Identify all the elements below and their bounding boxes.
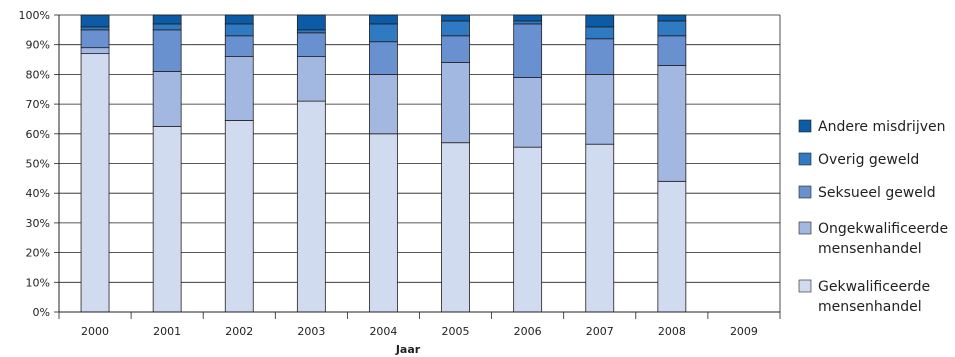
legend-label: Gekwalificeerde (818, 279, 930, 295)
legend-swatch (798, 279, 812, 293)
bar-segment (296, 29, 326, 34)
bar-segment (369, 133, 398, 313)
bar-segment (80, 47, 110, 55)
bar-segment (441, 14, 470, 22)
y-tick-label: 10% (26, 276, 50, 289)
bar-segment (657, 20, 687, 37)
bar-segment (513, 23, 543, 78)
x-tick-label: 2009 (730, 325, 758, 338)
x-tick-label: 2006 (514, 325, 542, 338)
legend-label: mensenhandel (818, 241, 922, 257)
y-tick-label: 60% (26, 128, 50, 141)
bar-segment (513, 76, 543, 148)
bar-segment (657, 14, 687, 22)
bar-segment (152, 125, 182, 313)
bar-segment (369, 23, 398, 43)
y-tick-label: 20% (26, 247, 50, 260)
legend-swatch (798, 221, 812, 235)
legend-swatch (798, 185, 812, 199)
bar-segment (152, 71, 182, 127)
bar-segment (296, 14, 326, 31)
legend-label: Seksueel geweld (818, 185, 936, 201)
legend-label: mensenhandel (818, 299, 922, 315)
bar-segment (296, 32, 326, 57)
y-tick-label: 0% (33, 306, 50, 319)
y-tick-label: 70% (26, 98, 50, 111)
y-tick-label: 50% (26, 158, 50, 171)
legend-swatch (798, 119, 812, 133)
bar-segment (441, 62, 470, 144)
y-tick-label: 90% (26, 39, 50, 52)
bar-segment (441, 142, 470, 313)
bar-segment (369, 41, 398, 75)
bar-segment (513, 20, 543, 25)
legend-label: Andere misdrijven (818, 119, 945, 135)
y-tick-label: 30% (26, 217, 50, 230)
bar-segment (585, 74, 615, 145)
bar-segment (296, 56, 326, 102)
legend-swatch (798, 152, 812, 166)
bar-segment (224, 120, 254, 313)
bar-segment (80, 29, 110, 49)
bar-segment (585, 143, 615, 313)
x-tick-label: 2008 (658, 325, 686, 338)
bar-segment (585, 26, 615, 40)
bar-segment (585, 14, 615, 28)
x-tick-label: 2003 (297, 325, 325, 338)
bars (80, 14, 687, 313)
y-tick-label: 100% (19, 9, 50, 22)
bar-segment (80, 14, 110, 28)
bar-segment (369, 74, 398, 135)
bar-segment (441, 35, 470, 63)
bar-segment (224, 56, 254, 121)
bar-segment (224, 14, 254, 25)
bar-segment (369, 14, 398, 25)
legend-label: Overig geweld (818, 152, 919, 168)
bar-segment (152, 23, 182, 31)
x-tick-label: 2007 (586, 325, 614, 338)
x-tick-label: 2000 (81, 325, 109, 338)
y-axis-ticks: 0% 10% 20% 30% 40% 50% 60% 70% 80% 90% 100% (19, 9, 59, 319)
bar-segment (513, 14, 543, 22)
bar-segment (657, 35, 687, 66)
bar-segment (152, 14, 182, 25)
legend: Andere misdrijven Overig geweld Seksueel g… (798, 119, 948, 315)
y-tick-label: 80% (26, 68, 50, 81)
bar-segment (585, 38, 615, 75)
x-tick-label: 2005 (442, 325, 470, 338)
bar-segment (657, 180, 687, 313)
y-tick-label: 40% (26, 187, 50, 200)
x-tick-label: 2002 (225, 325, 253, 338)
x-axis-ticks: 2000 2001 2002 2003 2004 2005 2006 2007 2008 2009 (58, 312, 781, 338)
bar-segment (80, 53, 110, 313)
x-tick-label: 2004 (369, 325, 397, 338)
bar-segment (513, 146, 543, 313)
bar-segment (657, 65, 687, 182)
bar-segment (441, 20, 470, 37)
bar-segment (152, 29, 182, 72)
legend-label: Ongekwalificeerde (818, 221, 948, 237)
x-tick-label: 2001 (153, 325, 181, 338)
bar-segment (224, 35, 254, 57)
bar-segment (296, 100, 326, 313)
x-axis-title: Jaar (395, 343, 421, 356)
bar-segment (224, 23, 254, 37)
bar-segment (80, 26, 110, 31)
